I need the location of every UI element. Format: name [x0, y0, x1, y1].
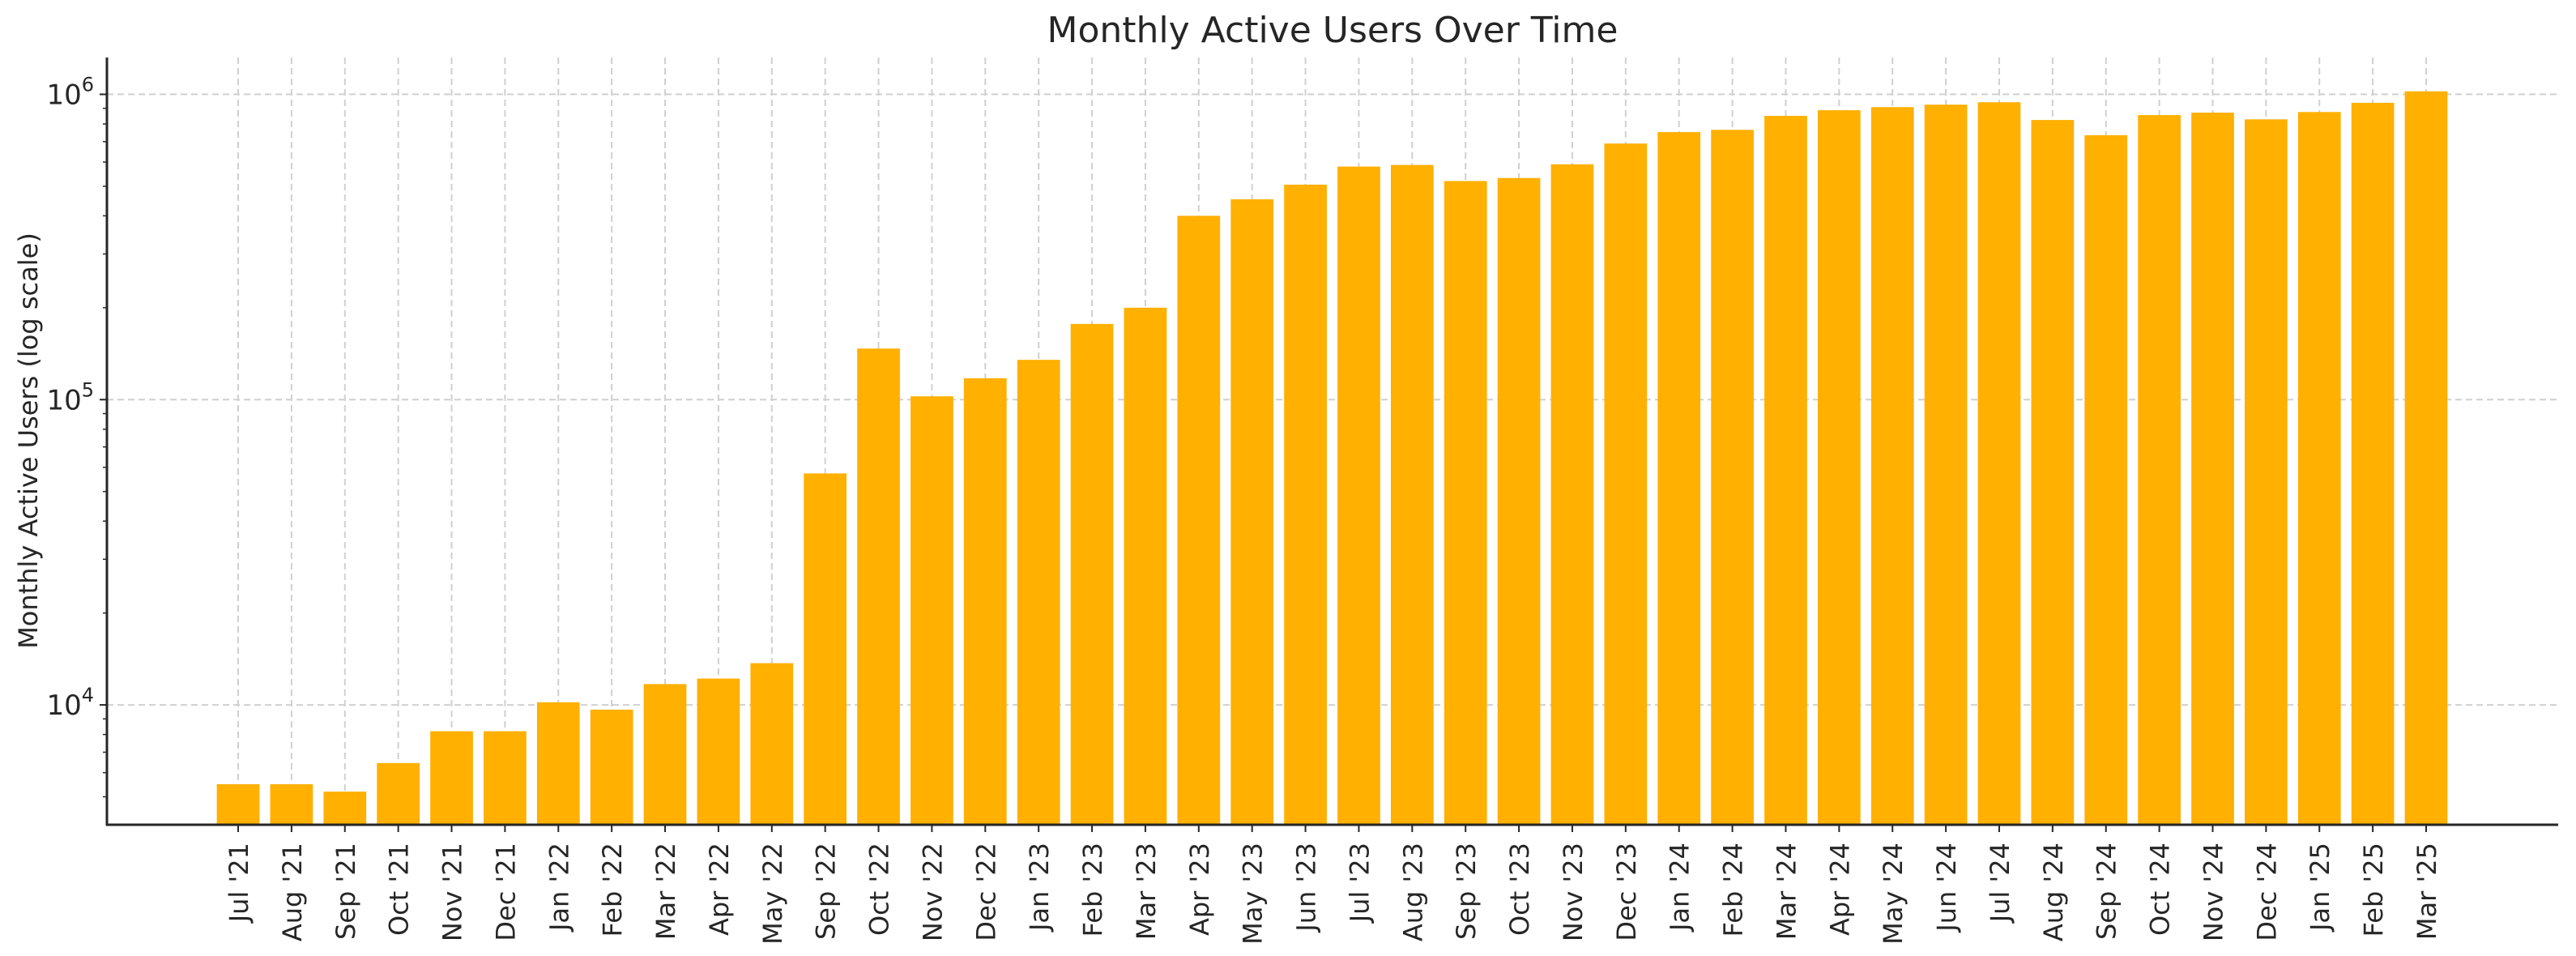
chart-title: Monthly Active Users Over Time: [1047, 10, 1619, 51]
x-tick-label: Feb '25: [2358, 843, 2389, 937]
bar: [1604, 143, 1648, 826]
bar: [1337, 166, 1380, 825]
bar: [1924, 105, 1968, 825]
x-tick-label: Nov '23: [1558, 843, 1589, 941]
bar: [963, 378, 1007, 825]
x-tick-label: Aug '21: [277, 843, 308, 941]
x-tick-label: Mar '24: [1771, 843, 1802, 940]
bar: [2297, 112, 2341, 825]
bar: [2404, 91, 2448, 825]
x-tick-label: Feb '23: [1077, 843, 1108, 937]
axes: [100, 58, 2558, 832]
x-tick-label: Jul '24: [1985, 843, 2015, 924]
bar: [804, 473, 847, 825]
x-tick-label: Sep '21: [331, 843, 361, 940]
bar: [1817, 110, 1861, 825]
x-tick-label: Feb '24: [1718, 843, 1749, 937]
bar: [1977, 102, 2021, 825]
bar: [2245, 119, 2288, 825]
bar: [1657, 132, 1701, 825]
x-tick-label: Dec '23: [1611, 843, 1642, 941]
x-tick-label: Jan '25: [2305, 843, 2335, 933]
x-tick-label: Jan '22: [544, 843, 574, 933]
bar: [484, 731, 527, 825]
bar: [377, 762, 420, 825]
x-tick-label: Jul '23: [1344, 843, 1375, 924]
bar: [911, 396, 953, 826]
bar: [750, 663, 794, 825]
bar: [2191, 113, 2234, 826]
bar: [1070, 323, 1114, 825]
x-tick-label: Apr '23: [1184, 843, 1215, 936]
y-tick-label: 105: [46, 378, 94, 416]
x-tick-label: Mar '25: [2412, 843, 2442, 940]
bar: [1124, 307, 1167, 826]
bar: [1390, 164, 1434, 825]
bar: [1230, 199, 1274, 825]
x-tick-label: Jun '23: [1291, 843, 1322, 933]
bar: [1711, 130, 1754, 825]
x-tick-label: Sep '22: [811, 843, 842, 940]
y-tick-label: 104: [46, 684, 94, 722]
bar: [2351, 102, 2395, 825]
x-tick-label: Mar '23: [1131, 843, 1162, 940]
x-tick-label: Dec '21: [490, 843, 521, 941]
bar: [2031, 120, 2075, 826]
x-tick-label: Jul '21: [224, 843, 254, 924]
x-tick-label: Sep '24: [2092, 843, 2122, 940]
x-tick-label: Apr '22: [704, 843, 735, 936]
x-tick-label: Nov '22: [917, 843, 948, 941]
x-tick-labels: Jul '21 Aug '21 Sep '21 Oct '21 Nov '21 Dec '…: [224, 843, 2442, 945]
x-tick-label: May '22: [757, 843, 788, 945]
bars: [216, 91, 2448, 826]
bar: [536, 702, 580, 825]
gridlines: [107, 58, 2558, 825]
x-tick-label: Jan '23: [1024, 843, 1055, 933]
bar: [2138, 115, 2181, 826]
bar: [270, 783, 313, 825]
bar: [643, 684, 687, 825]
x-tick-label: Mar '22: [650, 843, 681, 940]
x-tick-label: May '24: [1878, 843, 1909, 945]
x-tick-label: Aug '23: [1397, 843, 1428, 941]
bar: [1550, 164, 1594, 825]
y-axis-label: Monthly Active Users (log scale): [13, 233, 44, 649]
x-tick-label: Nov '24: [2198, 843, 2228, 941]
x-tick-label: Oct '22: [864, 843, 895, 936]
y-tick-labels: 104 105 106: [46, 73, 94, 722]
bar: [590, 709, 633, 825]
bar: [1444, 181, 1487, 825]
x-tick-label: Nov '21: [437, 843, 468, 941]
bar: [697, 678, 740, 825]
x-tick-label: Oct '23: [1504, 843, 1535, 936]
x-tick-label: Apr '24: [1824, 843, 1855, 936]
x-tick-label: Oct '21: [384, 843, 415, 936]
x-tick-label: Feb '22: [597, 843, 628, 937]
bar: [857, 348, 900, 825]
x-tick-label: Jan '24: [1665, 843, 1695, 933]
bar: [216, 783, 260, 825]
bar: [2084, 134, 2128, 826]
bar: [323, 792, 367, 825]
x-tick-label: Oct '24: [2145, 843, 2176, 936]
x-tick-label: May '23: [1238, 843, 1269, 945]
bar: [430, 731, 473, 825]
x-tick-label: Jun '24: [1931, 843, 1962, 933]
bar: [1870, 107, 1914, 825]
x-tick-label: Dec '22: [970, 843, 1001, 941]
x-tick-label: Aug '24: [2038, 843, 2069, 941]
x-tick-label: Sep '23: [1451, 843, 1482, 940]
y-tick-label: 106: [46, 73, 94, 111]
bar: [1497, 177, 1541, 826]
bar: [1017, 360, 1060, 825]
bar: [1284, 184, 1327, 826]
bar: [1177, 216, 1221, 825]
x-tick-label: Dec '24: [2251, 843, 2282, 941]
bar: [1764, 116, 1807, 826]
